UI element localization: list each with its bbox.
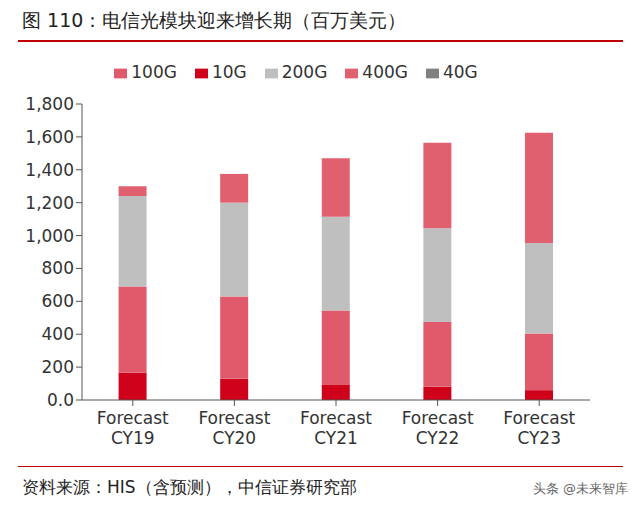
svg-text:ForecastCY19: ForecastCY19: [97, 408, 169, 448]
html-text:图 110：电信光模块迎来增长期（百万美元）: 图 110：电信光模块迎来增长期（百万美元）: [22, 9, 407, 31]
html-text:100G: 100G: [131, 62, 177, 82]
svg-text:400: 400: [42, 324, 74, 344]
svg-text:600: 600: [42, 291, 74, 311]
svg-text:0.0: 0.0: [47, 390, 74, 410]
svg-text:1,400: 1,400: [25, 160, 74, 180]
svg-text:1,000: 1,000: [25, 226, 74, 246]
svg-text:1,600: 1,600: [25, 127, 74, 147]
html-text:40G: 40G: [442, 62, 478, 82]
html-text:资料来源：HIS（含预测），中信证券研究部: 资料来源：HIS（含预测），中信证券研究部: [22, 477, 357, 497]
html-text:10G: 10G: [211, 62, 247, 82]
svg-text:ForecastCY21: ForecastCY21: [300, 408, 372, 448]
svg-text:ForecastCY22: ForecastCY22: [402, 408, 474, 448]
html-text:头条 @未来智库: 头条 @未来智库: [532, 481, 628, 496]
svg-text:ForecastCY23: ForecastCY23: [503, 408, 575, 448]
svg-text:800: 800: [42, 258, 74, 278]
html-text:200G: 200G: [281, 62, 328, 82]
svg-text:1,800: 1,800: [25, 94, 74, 114]
html-text:400G: 400G: [362, 62, 408, 82]
svg-text:ForecastCY20: ForecastCY20: [198, 408, 270, 448]
svg-text:1,200: 1,200: [25, 193, 74, 213]
svg-text:200: 200: [42, 357, 74, 377]
